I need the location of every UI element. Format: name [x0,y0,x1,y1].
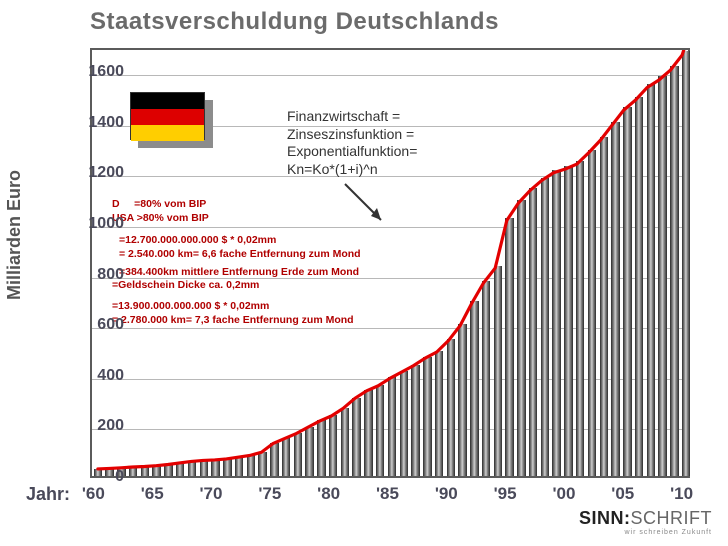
bar [211,460,219,476]
bar [576,161,584,476]
bar [529,188,537,476]
bar [364,390,372,476]
bar [658,76,666,476]
brand-logo: SINN:SCHRIFT wir schreiben Zukunft [579,508,712,536]
bar [552,170,560,476]
logo-bold: SINN: [579,508,631,528]
annotation-red-6: =13.900.000.000.000 $ * 0,02mm = 2.780.0… [112,300,354,327]
bar [400,371,408,476]
bar [647,84,655,476]
bar [682,51,690,476]
bar [635,97,643,476]
x-tick-label: '10 [670,484,693,504]
y-tick-label: 400 [78,367,124,385]
y-tick-label: 1400 [78,114,124,132]
bar [352,398,360,476]
bar [258,452,266,476]
x-tick-label: '85 [376,484,399,504]
bar [188,461,196,476]
bar [329,415,337,476]
bar [564,166,572,476]
y-tick-label: 1000 [78,215,124,233]
bar [423,357,431,476]
annotation-red-4: =384.400km mittlere Entfernung Erde zum … [119,266,359,280]
annotation-formula: Finanzwirtschaft = Zinseszinsfunktion = … [287,108,417,178]
bar [458,324,466,476]
bar [164,464,172,476]
y-tick-label: 800 [78,266,124,284]
bar [435,351,443,476]
bar [235,457,243,476]
bar [541,178,549,476]
bar [388,377,396,476]
bar [223,459,231,476]
bar [341,408,349,476]
bar [494,266,502,476]
bar [317,420,325,476]
x-tick-label: '95 [494,484,517,504]
x-tick-label: '60 [82,484,105,504]
y-tick-label: 1600 [78,63,124,81]
y-tick-label: 200 [78,417,124,435]
bar [152,466,160,476]
annotation-red-3: =12.700.000.000.000 $ * 0,02mm = 2.540.0… [119,234,361,261]
bar [305,427,313,476]
y-tick-label: 1200 [78,164,124,182]
bar [282,438,290,476]
x-tick-label: '75 [258,484,281,504]
bar [376,385,384,476]
bar [447,339,455,476]
flag-stripe-gold [131,125,204,141]
flag-stripe-black [131,93,204,109]
bar [470,301,478,476]
x-tick-label: '70 [200,484,223,504]
bar [600,137,608,476]
annotation-red-1: D =80% vom BIP [112,198,206,212]
bar [505,218,513,476]
bar [623,107,631,476]
x-tick-label: '65 [141,484,164,504]
logo-subtitle: wir schreiben Zukunft [579,529,712,536]
bar [270,443,278,476]
x-tick-label: '80 [317,484,340,504]
y-axis-label: Milliarden Euro [4,170,25,300]
logo-light: SCHRIFT [631,508,713,528]
bar [482,281,490,476]
plot-area: Finanzwirtschaft = Zinseszinsfunktion = … [90,48,690,478]
flag-body [130,92,205,140]
bar [294,433,302,476]
bar [517,200,525,476]
x-tick-label: '00 [552,484,575,504]
flag-stripe-red [131,109,204,125]
x-axis-label: Jahr: [26,484,70,505]
bar [670,66,678,476]
chart-title: Staatsverschuldung Deutschlands [90,8,499,36]
x-tick-label: '05 [611,484,634,504]
x-tick-label: '90 [435,484,458,504]
bar [247,455,255,476]
bar [129,467,137,476]
bar [176,463,184,476]
flag-germany [130,92,210,147]
annotation-red-5: =Geldschein Dicke ca. 0,2mm [112,279,259,293]
bar [411,365,419,476]
bar [141,466,149,476]
bar [588,150,596,476]
annotation-red-2: USA >80% vom BIP [112,212,209,226]
bar [611,122,619,476]
y-tick-label: 600 [78,316,124,334]
bar [200,460,208,476]
